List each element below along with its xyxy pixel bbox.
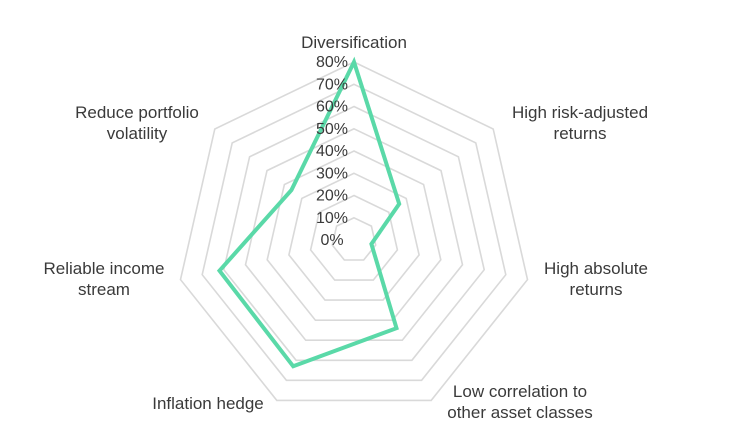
axis-label-line: High risk-adjusted xyxy=(512,103,648,122)
tick-label: 40% xyxy=(316,143,348,160)
axis-label-line: Reduce portfolio xyxy=(75,103,199,122)
tick-label: 30% xyxy=(316,165,348,182)
axis-label-line: returns xyxy=(554,124,607,143)
axis-label-line: Low correlation to xyxy=(453,382,587,401)
axis-label: Diversification xyxy=(301,33,407,52)
tick-label-layer: 0% 10% 20% 30% 40% 50% 60% 70% 80% xyxy=(316,54,348,249)
axis-label-line: Diversification xyxy=(301,33,407,52)
tick-label: 60% xyxy=(316,99,348,116)
axis-label-line: volatility xyxy=(107,124,168,143)
tick-label: 70% xyxy=(316,76,348,93)
axis-label: Inflation hedge xyxy=(152,394,264,413)
tick-label: 10% xyxy=(316,210,348,227)
grid-ring xyxy=(201,83,507,382)
grid-ring xyxy=(244,127,464,342)
axis-label-line: stream xyxy=(78,280,130,299)
tick-label: 50% xyxy=(316,121,348,138)
axis-label-line: Inflation hedge xyxy=(152,394,264,413)
tick-label: 0% xyxy=(320,232,343,249)
axis-label: Reliable income stream xyxy=(44,259,165,299)
axis-label-line: other asset classes xyxy=(447,403,593,422)
axis-label: Reduce portfolio volatility xyxy=(75,103,199,143)
series-layer xyxy=(216,56,402,369)
tick-label: 80% xyxy=(316,54,348,71)
grid-ring xyxy=(179,61,529,402)
grid-ring xyxy=(331,216,377,261)
grid-layer xyxy=(179,61,529,402)
grid-ring xyxy=(288,172,420,301)
axis-label: Low correlation to other asset classes xyxy=(447,382,593,422)
axis-label: High risk-adjusted returns xyxy=(512,103,648,143)
axis-label-line: Reliable income xyxy=(44,259,165,278)
axis-label-line: High absolute xyxy=(544,259,648,278)
axis-label-line: returns xyxy=(570,280,623,299)
series-line xyxy=(216,56,402,369)
tick-label: 20% xyxy=(316,188,348,205)
grid-ring xyxy=(222,105,486,362)
grid-ring xyxy=(266,150,442,322)
axis-label-layer: Diversification High risk-adjusted returns… xyxy=(44,33,649,422)
axis-label: High absolute returns xyxy=(544,259,648,299)
